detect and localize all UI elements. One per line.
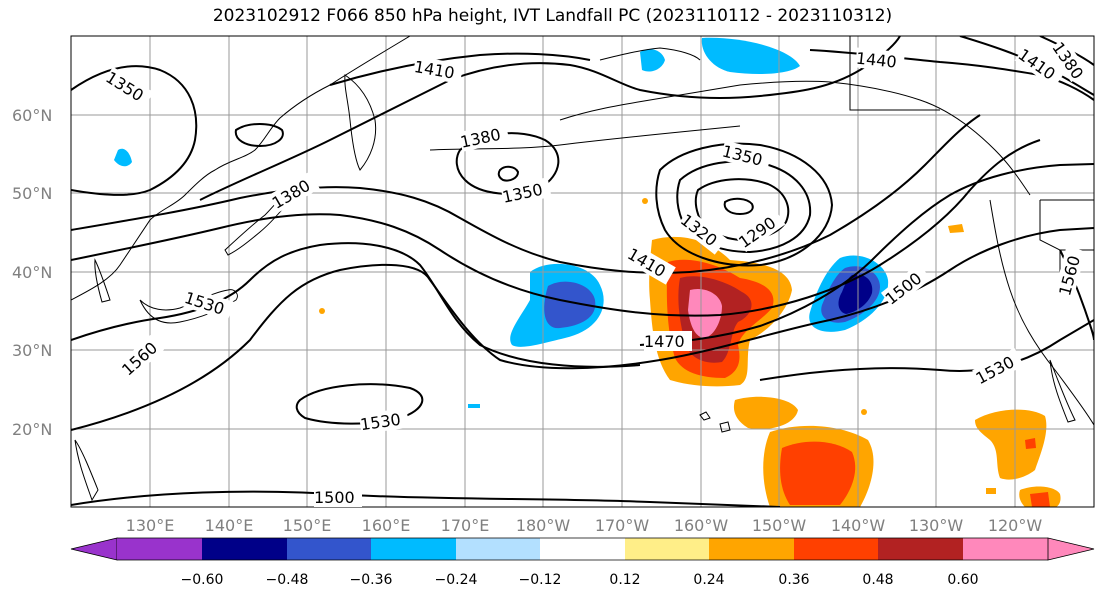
coastline-bering-north xyxy=(599,47,701,61)
lat-tick-label: 20°N xyxy=(12,420,52,439)
ivt-negative-region-alaska xyxy=(701,37,800,74)
lon-tick-label: 140°E xyxy=(205,516,254,535)
coastline-na-west xyxy=(989,199,1094,426)
lon-tick-label: 130°E xyxy=(126,516,175,535)
coastline-kamchatka xyxy=(344,74,377,171)
colorbar-segment xyxy=(709,538,794,560)
colorbar-segment xyxy=(287,538,371,560)
lon-tick-label: 120°W xyxy=(988,516,1043,535)
coastline-asia xyxy=(71,36,411,301)
colorbar-label: −0.48 xyxy=(266,572,309,588)
ivt-negative-region-bering xyxy=(640,49,665,72)
ivt-positive-core-mexico xyxy=(1025,438,1036,449)
contour-1260-cyclone-core xyxy=(723,197,754,216)
ivt-positive-region-hawaii xyxy=(733,396,798,430)
ivt-negative-region-okhotsk xyxy=(114,148,132,167)
contour-1350-northwest xyxy=(71,65,198,196)
contour-label-1440-ne: 1440 xyxy=(855,49,897,72)
coastline-aleutians xyxy=(429,125,741,151)
ivt-positive-shading xyxy=(319,198,1061,507)
lon-tick-label: 130°W xyxy=(909,516,964,535)
coastline-hawaii xyxy=(699,411,731,433)
map-title: 2023102912 F066 850 hPa height, IVT Land… xyxy=(212,6,893,26)
colorbar-segment xyxy=(371,538,456,560)
colorbar-extend-left xyxy=(70,537,118,561)
ivt-positive-core-sw xyxy=(1030,492,1050,507)
contour-label-1470: 1470 xyxy=(644,332,685,351)
colorbar-segment xyxy=(625,538,709,560)
colorbar-labels: −0.60 −0.48 −0.36 −0.24 −0.12 0.12 0.24 … xyxy=(181,572,979,588)
colorbar-label: 0.12 xyxy=(609,572,640,588)
colorbar-label: −0.24 xyxy=(435,572,478,588)
contour-1410-wide xyxy=(71,139,1041,317)
colorbar-segment xyxy=(878,538,963,560)
contour-1320-west-low xyxy=(497,165,520,182)
ivt-positive-region-mexico xyxy=(975,409,1047,480)
lon-tick-labels: 130°E 140°E 150°E 160°E 170°E 180°W 170°… xyxy=(126,516,1043,535)
colorbar-segment xyxy=(963,538,1048,560)
colorbar: −0.60 −0.48 −0.36 −0.24 −0.12 0.12 0.24 … xyxy=(70,537,1095,588)
colorbar-label: 0.60 xyxy=(947,572,978,588)
ivt-positive-core-main xyxy=(688,288,722,338)
colorbar-label: −0.12 xyxy=(519,572,562,588)
ivt-negative-core-east xyxy=(838,274,873,314)
contour-1530-east xyxy=(759,319,1094,381)
ivt-negative-core-central xyxy=(544,281,596,329)
ivt-positive-region-south-red xyxy=(780,441,856,505)
colorbar-segment xyxy=(540,538,625,560)
colorbar-segment xyxy=(117,538,202,560)
ivt-negative-shading xyxy=(114,37,889,408)
ivt-positive-speck-2 xyxy=(986,488,996,494)
contour-1380-wide xyxy=(71,114,981,274)
map-border xyxy=(70,35,1095,508)
lat-tick-label: 30°N xyxy=(12,341,52,360)
colorbar-segment xyxy=(794,538,878,560)
colorbar-label: 0.48 xyxy=(862,572,893,588)
ivt-positive-speck-5 xyxy=(319,308,325,314)
lon-tick-label: 150°W xyxy=(752,516,807,535)
lon-tick-label: 180°W xyxy=(516,516,571,535)
lon-tick-label: 170°W xyxy=(595,516,650,535)
colorbar-segment xyxy=(456,538,540,560)
coastline-alaska xyxy=(559,80,1031,196)
colorbar-label: −0.60 xyxy=(181,572,224,588)
lat-tick-label: 40°N xyxy=(12,263,52,282)
coastline-baja xyxy=(1049,359,1076,423)
contour-1320-okhotsk xyxy=(234,123,284,148)
contour-1560 xyxy=(71,242,641,368)
contour-1380-north xyxy=(199,36,901,201)
border-states-1 xyxy=(1039,200,1061,290)
contour-1410-north xyxy=(329,52,591,86)
lon-tick-label: 140°W xyxy=(831,516,886,535)
contour-1500-south xyxy=(71,490,781,507)
coastline-korea xyxy=(94,258,111,303)
colorbar-label: −0.36 xyxy=(350,572,393,588)
colorbar-label: 0.36 xyxy=(778,572,809,588)
contour-label-1500-south: 1500 xyxy=(314,488,355,507)
lon-tick-label: 150°E xyxy=(283,516,332,535)
contour-1470 xyxy=(639,163,1094,346)
lon-tick-label: 160°E xyxy=(362,516,411,535)
lat-tick-label: 60°N xyxy=(12,106,52,125)
colorbar-label: 0.24 xyxy=(693,572,724,588)
border-alaska-canada xyxy=(849,36,940,111)
lon-tick-label: 160°W xyxy=(674,516,729,535)
ivt-positive-speck-3 xyxy=(642,198,648,204)
colorbar-extend-right xyxy=(1047,537,1095,561)
contour-1350-cyclone xyxy=(655,142,834,267)
lat-tick-labels: 20°N 30°N 40°N 50°N 60°N xyxy=(12,106,52,439)
ivt-positive-speck-4 xyxy=(861,409,867,415)
ivt-positive-speck-1 xyxy=(948,224,964,233)
contour-labels: 1350 1410 1440 1410 1380 1380 1350 1350 … xyxy=(102,37,1088,507)
colorbar-segment xyxy=(202,538,287,560)
coastline-philippines xyxy=(74,439,99,502)
lat-tick-label: 50°N xyxy=(12,184,52,203)
ivt-negative-speck xyxy=(468,404,480,408)
lon-tick-label: 170°E xyxy=(441,516,490,535)
